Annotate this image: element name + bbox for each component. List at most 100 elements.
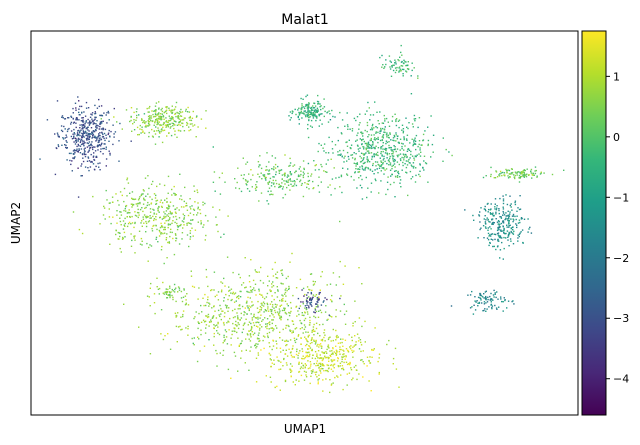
scatter-point: [328, 344, 329, 345]
scatter-points: [39, 45, 564, 393]
scatter-point: [343, 161, 344, 162]
scatter-point: [312, 181, 313, 182]
scatter-point: [372, 129, 373, 130]
scatter-point: [359, 124, 360, 125]
scatter-point: [182, 232, 183, 233]
scatter-point: [86, 132, 87, 133]
scatter-point: [487, 219, 488, 220]
scatter-point: [101, 144, 102, 145]
scatter-point: [228, 307, 229, 308]
scatter-point: [511, 168, 512, 169]
scatter-point: [257, 338, 258, 339]
scatter-point: [131, 141, 132, 142]
scatter-point: [386, 148, 387, 149]
scatter-point: [378, 139, 379, 140]
scatter-point: [347, 146, 348, 147]
scatter-point: [308, 184, 309, 185]
scatter-point: [250, 169, 251, 170]
scatter-point: [180, 130, 181, 131]
scatter-point: [496, 205, 497, 206]
scatter-point: [166, 110, 167, 111]
scatter-point: [411, 165, 412, 166]
scatter-point: [310, 108, 311, 109]
scatter-point: [494, 239, 495, 240]
scatter-point: [341, 368, 342, 369]
scatter-point: [134, 211, 135, 212]
scatter-point: [317, 357, 318, 358]
scatter-point: [473, 313, 474, 314]
scatter-point: [73, 112, 74, 113]
scatter-point: [84, 133, 85, 134]
scatter-point: [227, 215, 228, 216]
scatter-point: [140, 222, 141, 223]
scatter-point: [367, 102, 368, 103]
scatter-point: [246, 313, 247, 314]
scatter-point: [398, 387, 399, 388]
scatter-point: [249, 308, 250, 309]
scatter-point: [388, 135, 389, 136]
scatter-point: [161, 225, 162, 226]
scatter-point: [234, 352, 235, 353]
scatter-point: [282, 300, 283, 301]
scatter-point: [479, 211, 480, 212]
scatter-point: [396, 368, 397, 369]
scatter-point: [76, 135, 77, 136]
scatter-point: [311, 337, 312, 338]
scatter-point: [407, 195, 408, 196]
scatter-point: [116, 230, 117, 231]
scatter-point: [515, 204, 516, 205]
scatter-point: [261, 326, 262, 327]
scatter-point: [347, 129, 348, 130]
scatter-point: [476, 300, 477, 301]
scatter-point: [311, 273, 312, 274]
scatter-point: [305, 374, 306, 375]
scatter-point: [88, 130, 89, 131]
scatter-point: [192, 219, 193, 220]
scatter-point: [179, 288, 180, 289]
scatter-point: [94, 169, 95, 170]
scatter-point: [237, 182, 238, 183]
scatter-point: [351, 350, 352, 351]
scatter-point: [389, 55, 390, 56]
scatter-point: [279, 184, 280, 185]
scatter-point: [248, 370, 249, 371]
scatter-point: [391, 65, 392, 66]
scatter-point: [136, 203, 137, 204]
scatter-point: [298, 314, 299, 315]
scatter-point: [368, 142, 369, 143]
scatter-point: [315, 169, 316, 170]
scatter-point: [179, 326, 180, 327]
scatter-point: [105, 135, 106, 136]
scatter-point: [485, 298, 486, 299]
scatter-point: [397, 177, 398, 178]
scatter-point: [166, 214, 167, 215]
scatter-point: [299, 113, 300, 114]
scatter-point: [432, 144, 433, 145]
scatter-point: [300, 328, 301, 329]
scatter-point: [318, 381, 319, 382]
scatter-point: [235, 324, 236, 325]
scatter-point: [497, 245, 498, 246]
scatter-point: [304, 329, 305, 330]
scatter-point: [74, 156, 75, 157]
scatter-point: [502, 195, 503, 196]
scatter-point: [164, 213, 165, 214]
scatter-point: [371, 191, 372, 192]
scatter-point: [294, 338, 295, 339]
scatter-point: [307, 341, 308, 342]
scatter-point: [145, 126, 146, 127]
scatter-point: [277, 166, 278, 167]
scatter-point: [314, 283, 315, 284]
scatter-point: [115, 234, 116, 235]
scatter-point: [333, 272, 334, 273]
scatter-point: [327, 159, 328, 160]
scatter-point: [225, 294, 226, 295]
scatter-point: [397, 161, 398, 162]
scatter-point: [357, 162, 358, 163]
scatter-point: [381, 67, 382, 68]
scatter-point: [321, 346, 322, 347]
scatter-point: [382, 155, 383, 156]
scatter-point: [406, 167, 407, 168]
scatter-point: [126, 179, 127, 180]
scatter-point: [507, 220, 508, 221]
